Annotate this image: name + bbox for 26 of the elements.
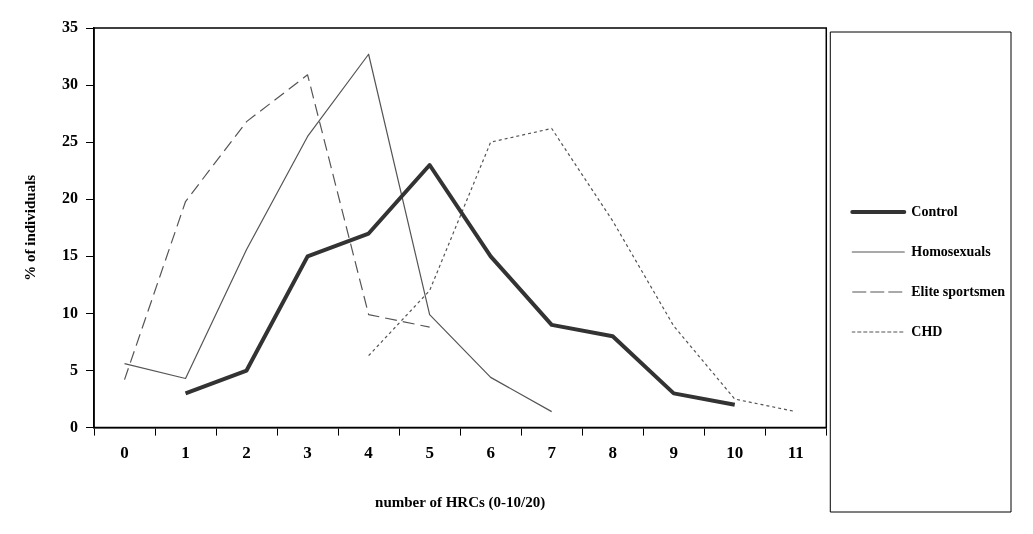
legend-label: Elite sportsmen <box>911 283 1006 299</box>
x-tick-label: 7 <box>547 443 557 463</box>
x-tick-label: 4 <box>364 443 374 463</box>
y-tick-label: 5 <box>70 360 78 378</box>
x-tick-label: 2 <box>242 443 251 463</box>
y-tick-label: 20 <box>62 189 78 207</box>
x-tick-label: 0 <box>120 443 129 463</box>
x-tick-label: 11 <box>787 443 804 463</box>
y-tick-label: 0 <box>70 417 78 435</box>
x-axis-title: number of HRCs (0-10/20) <box>375 493 546 511</box>
legend-label: Control <box>911 203 958 219</box>
y-tick-label: 30 <box>62 75 78 93</box>
y-tick-label: 15 <box>62 246 78 264</box>
y-tick-label: 10 <box>62 303 78 321</box>
x-tick-label: 1 <box>181 443 190 463</box>
y-axis-title: % of individuals <box>21 174 38 281</box>
x-tick-label: 9 <box>669 443 678 463</box>
y-tick-label: 25 <box>62 132 78 150</box>
x-tick-label: 10 <box>726 443 744 463</box>
x-tick-label: 3 <box>303 443 312 463</box>
x-tick-label: 5 <box>425 443 434 463</box>
x-tick-label: 8 <box>608 443 617 463</box>
legend-label: Homosexuals <box>911 243 992 259</box>
x-tick-label: 6 <box>486 443 495 463</box>
legend-label: CHD <box>911 323 943 339</box>
y-tick-label: 35 <box>62 18 78 36</box>
